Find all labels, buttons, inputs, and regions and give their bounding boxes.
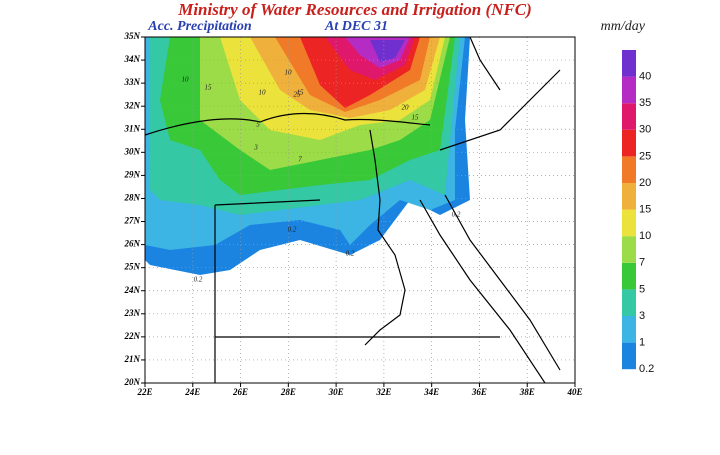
colorbar-label: 7 — [639, 257, 645, 269]
colorbar-label: 30 — [639, 124, 651, 136]
title: Ministry of Water Resources and Irrigati… — [177, 0, 532, 19]
colorbar-label: 3 — [639, 310, 645, 322]
x-tick-label: 40E — [566, 387, 582, 397]
colorbar-segment — [622, 103, 636, 130]
y-tick-label: 28N — [124, 193, 141, 203]
nile — [364, 129, 406, 346]
colorbar-label: 5 — [639, 283, 645, 295]
y-tick-label: 21N — [124, 354, 141, 364]
precipitation-field — [145, 37, 470, 275]
colorbar-label: 35 — [639, 97, 651, 109]
x-tick-label: 26E — [232, 387, 248, 397]
contour-label: 10 — [285, 69, 293, 77]
y-tick-label: 22N — [124, 331, 141, 341]
y-tick-label: 34N — [124, 54, 141, 64]
y-tick-label: 24N — [124, 285, 141, 295]
contour-label: 15 — [297, 89, 305, 97]
contour-label: 20 — [402, 104, 410, 112]
colorbar-segment — [622, 209, 636, 237]
colorbar-label: 10 — [639, 230, 651, 242]
y-tick-label: 25N — [124, 262, 141, 272]
egypt-border — [214, 199, 500, 383]
colorbar-label: 25 — [639, 150, 651, 162]
x-tick-label: 22E — [136, 387, 152, 397]
y-tick-label: 30N — [124, 146, 141, 156]
date: At DEC 31 — [324, 19, 388, 34]
unit: mm/day — [601, 19, 646, 34]
y-tick-label: 27N — [124, 216, 141, 226]
colorbar-segment — [622, 316, 636, 343]
y-tick-label: 26N — [124, 239, 141, 249]
contour-label: 0.2 — [452, 211, 461, 219]
colorbar-segment — [622, 262, 636, 290]
x-tick-label: 28E — [280, 387, 296, 397]
x-tick-label: 38E — [519, 387, 535, 397]
x-tick-label: 30E — [328, 387, 344, 397]
contour-label: 10 — [182, 76, 190, 84]
y-tick-label: 35N — [124, 31, 141, 41]
colorbar-label: 15 — [639, 204, 651, 216]
colorbar-label: 1 — [639, 337, 645, 349]
colorbar-segment — [622, 76, 636, 104]
red-sea-west — [419, 199, 546, 384]
contour-label: 15 — [412, 114, 420, 122]
contour-label: 10 — [259, 89, 267, 97]
colorbar-segment — [622, 236, 636, 263]
colorbar-segment — [622, 183, 636, 210]
contour-label: 0.2 — [346, 250, 355, 258]
y-tick-label: 29N — [124, 169, 141, 179]
axes: 22E 24E 26E 28E 30E 32E 34E 36E 38E 40E 20N 21N 22N 2… — [124, 31, 583, 397]
y-tick-label: 33N — [124, 77, 141, 87]
colorbar-segment — [622, 342, 636, 370]
borders-east — [439, 36, 561, 151]
contour-label: 5 — [256, 121, 260, 129]
borders — [144, 36, 561, 384]
contour-label: 0.2 — [288, 226, 297, 234]
y-tick-label: 20N — [124, 377, 141, 387]
y-tick-label: 23N — [124, 308, 141, 318]
colorbar-segment — [622, 289, 636, 316]
contour-label: 25 — [294, 91, 302, 99]
colorbar-segment — [622, 129, 636, 157]
contour-label: 15 — [205, 84, 213, 92]
y-tick-label: 31N — [124, 123, 141, 133]
contour-label: 0.2 — [194, 276, 203, 284]
x-tick-label: 32E — [375, 387, 391, 397]
subtitle: Acc. Precipitation — [147, 19, 252, 34]
map-frame — [144, 36, 576, 384]
x-tick-label: 34E — [423, 387, 439, 397]
colorbar-label: 20 — [639, 177, 651, 189]
coastline — [144, 112, 431, 136]
contour-label: 7 — [298, 156, 302, 164]
y-tick-label: 32N — [124, 100, 141, 110]
colorbar-segment — [622, 50, 636, 77]
red-sea-east — [444, 194, 561, 371]
colorbar-label: 40 — [639, 71, 651, 83]
colorbar-segment — [622, 156, 636, 183]
x-tick-label: 24E — [184, 387, 200, 397]
x-tick-label: 36E — [471, 387, 487, 397]
colorbar-label: 0.2 — [639, 363, 654, 375]
contour-label: 3 — [253, 144, 258, 152]
field-band — [370, 40, 405, 62]
